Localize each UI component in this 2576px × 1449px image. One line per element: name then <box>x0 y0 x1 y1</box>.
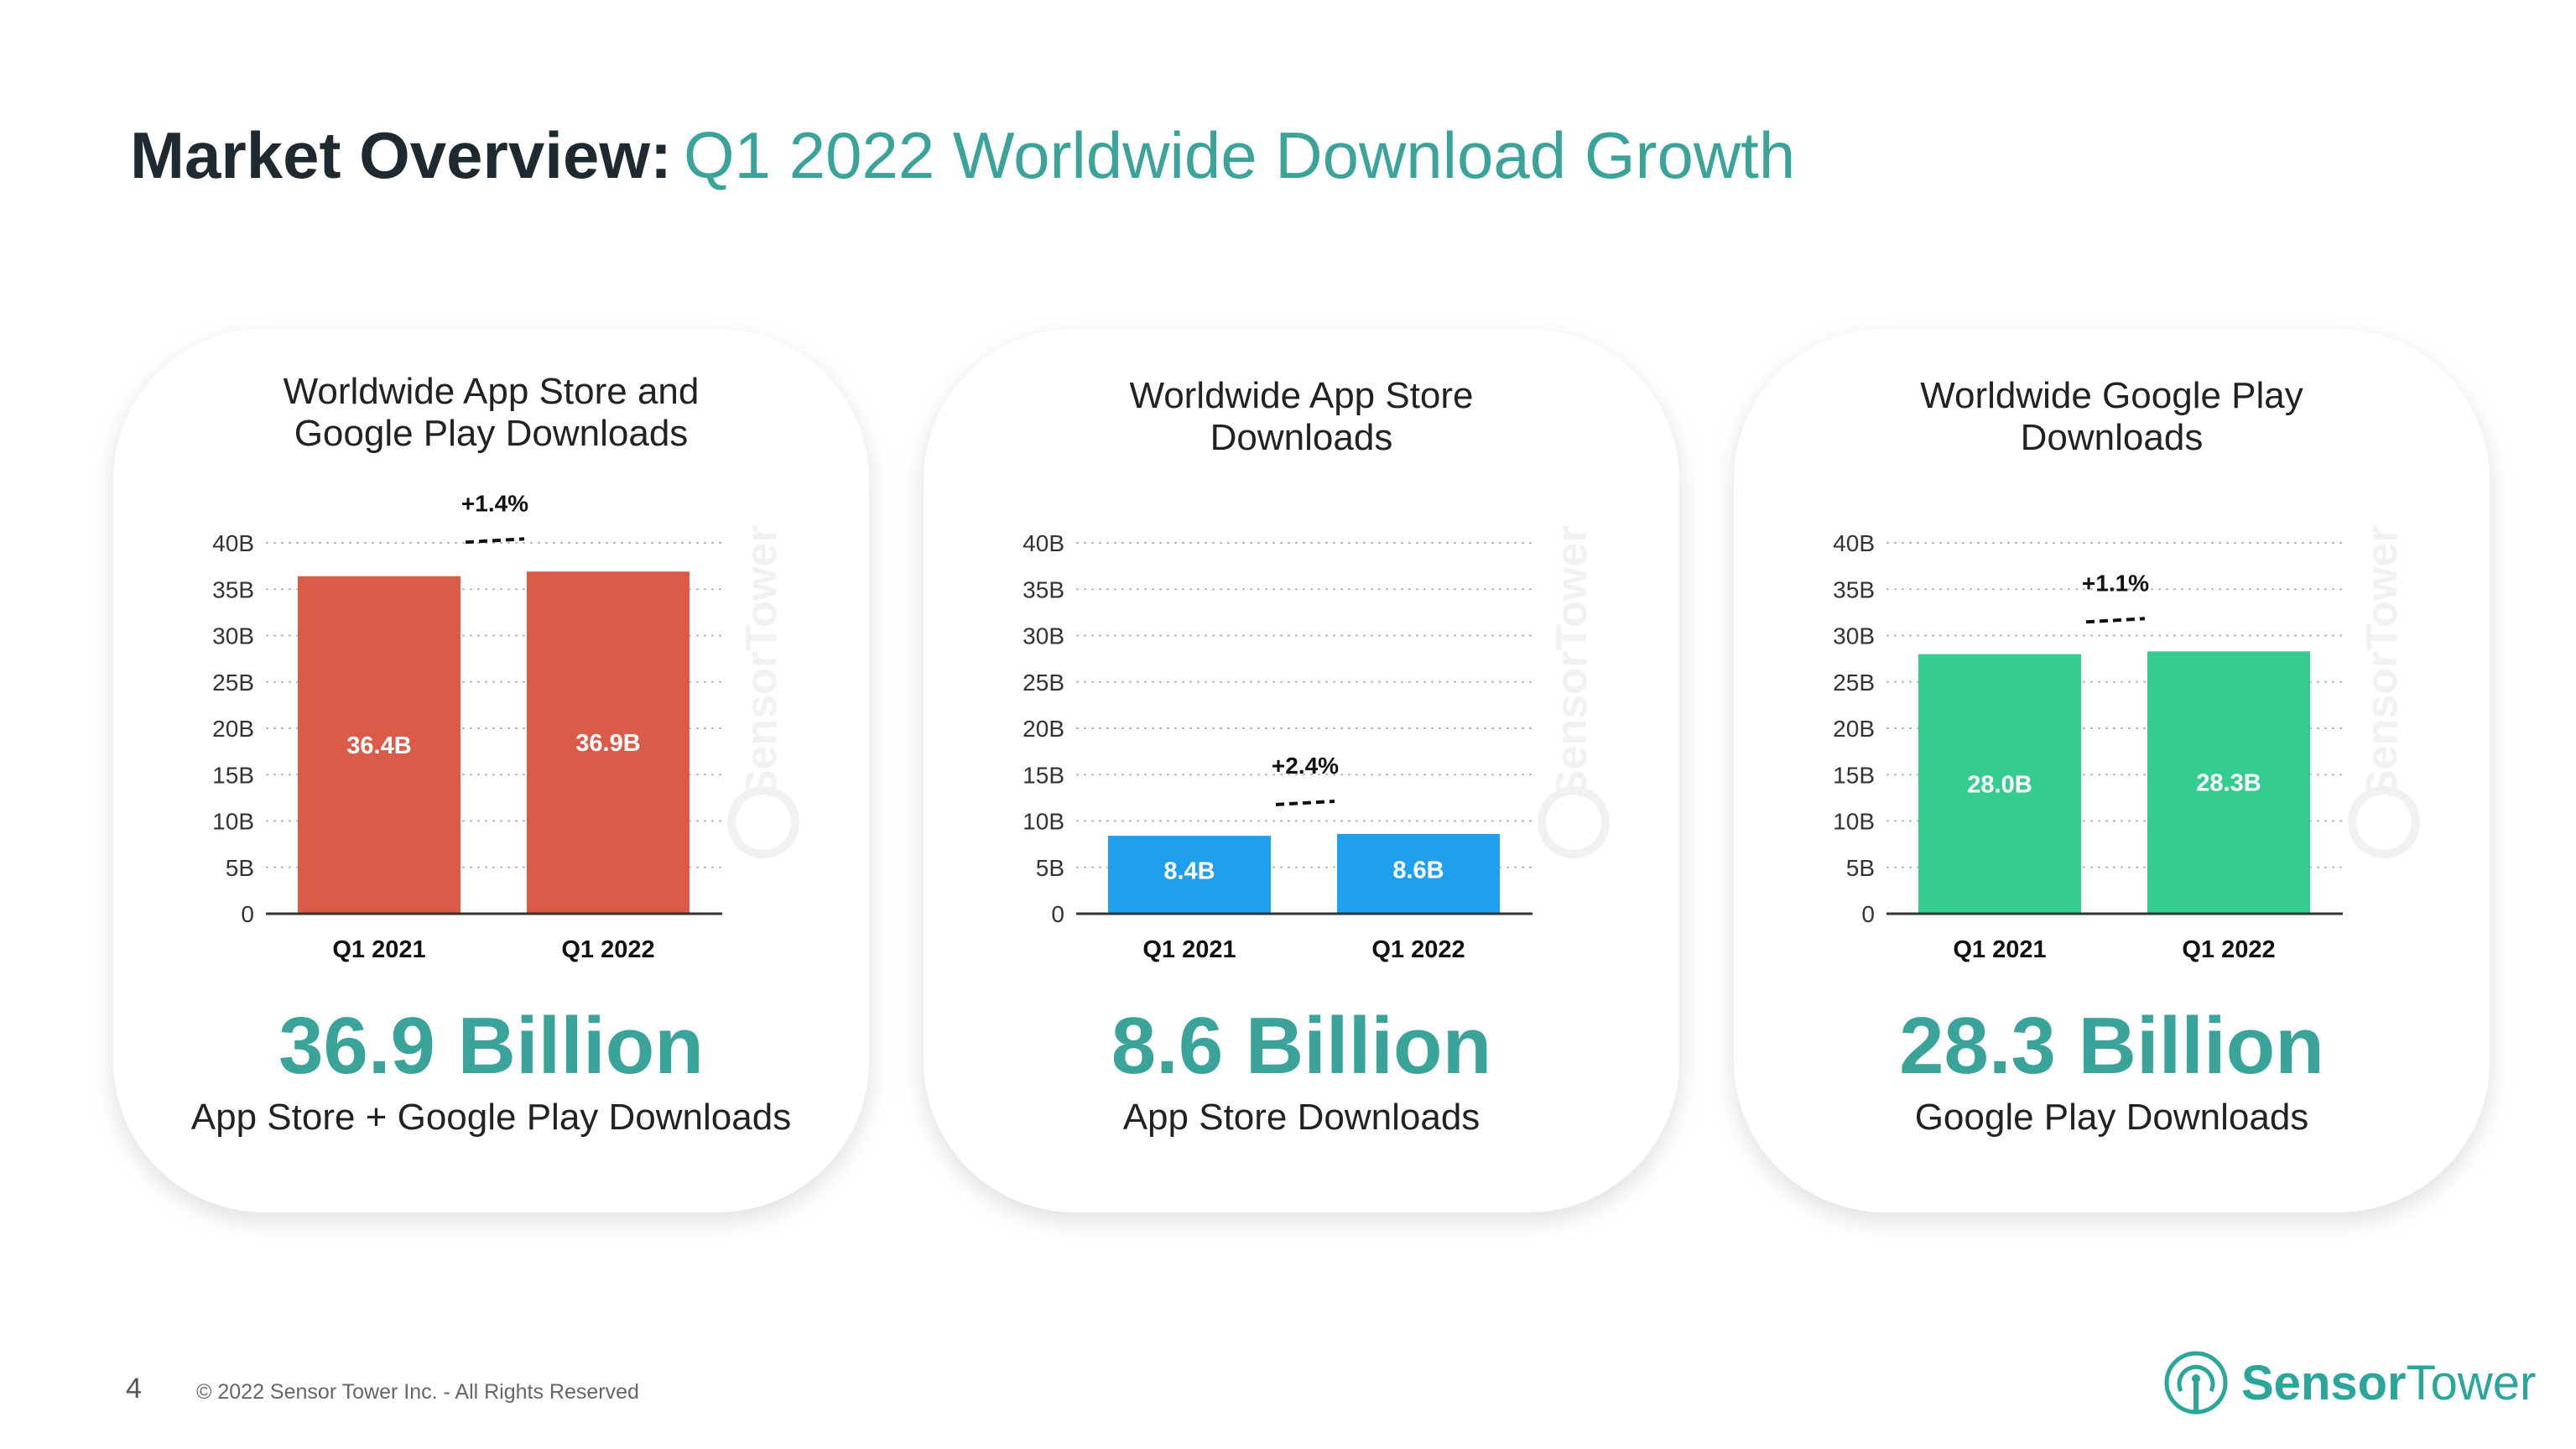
watermark-logo-icon <box>1538 786 1610 858</box>
sensor-tower-logo-icon <box>2164 1351 2228 1415</box>
y-tick-label: 40B <box>1023 530 1064 556</box>
y-tick-label: 15B <box>1833 762 1875 788</box>
x-tick-label: Q1 2021 <box>1953 936 2046 963</box>
y-tick-label: 20B <box>212 716 254 742</box>
bar <box>527 571 690 914</box>
y-tick-label: 40B <box>212 530 254 556</box>
y-tick-label: 20B <box>1833 716 1875 742</box>
card-title-line: Downloads <box>2020 417 2204 458</box>
growth-label: +1.4% <box>461 490 528 516</box>
watermark-text: SensorTower <box>737 525 786 799</box>
y-tick-label: 30B <box>1833 623 1875 649</box>
page-number: 4 <box>126 1373 142 1405</box>
x-tick-label: Q1 2021 <box>332 936 425 963</box>
bar-data-label: 36.9B <box>575 730 640 757</box>
big-number: 28.3 Billion <box>1899 1001 2324 1091</box>
y-tick-label: 0 <box>1861 901 1875 927</box>
y-tick-label: 35B <box>1833 576 1875 602</box>
y-tick-label: 40B <box>1833 530 1875 556</box>
card-title: Worldwide Google Play Downloads <box>1734 375 2490 459</box>
big-number: 36.9 Billion <box>278 1001 704 1091</box>
card-title-line: Worldwide App Store <box>1129 375 1474 416</box>
x-tick-label: Q1 2022 <box>2182 936 2275 963</box>
y-tick-label: 25B <box>212 670 254 696</box>
y-tick-label: 25B <box>1023 670 1064 696</box>
title-bold: Market Overview: <box>130 118 672 192</box>
y-tick-label: 25B <box>1833 670 1875 696</box>
card-google-play-downloads: Worldwide Google Play Downloads SensorTow… <box>1734 329 2490 1212</box>
y-tick-label: 0 <box>241 901 254 927</box>
logo-text-bold: Sensor <box>2241 1355 2407 1410</box>
logo-text: SensorTower <box>2241 1355 2536 1411</box>
y-tick-label: 15B <box>212 762 254 788</box>
growth-dashed-line <box>2085 617 2146 624</box>
y-tick-label: 20B <box>1023 716 1064 742</box>
y-tick-label: 30B <box>212 623 254 649</box>
card-app-store-downloads: Worldwide App Store Downloads SensorTower… <box>924 329 1679 1212</box>
growth-dashed-line <box>1275 799 1335 806</box>
bar-data-label: 8.4B <box>1163 858 1215 885</box>
big-number: 8.6 Billion <box>1111 1001 1492 1091</box>
x-tick-label: Q1 2022 <box>1371 936 1465 963</box>
y-tick-label: 10B <box>1023 809 1064 835</box>
card-title-line: Worldwide Google Play <box>1920 375 2303 416</box>
bar-data-label: 36.4B <box>346 732 411 759</box>
x-tick-label: Q1 2022 <box>561 936 654 963</box>
y-tick-label: 5B <box>1036 855 1064 881</box>
y-tick-label: 35B <box>212 576 254 602</box>
bar <box>1337 833 1500 914</box>
watermark-text: SensorTower <box>1548 525 1596 799</box>
y-tick-label: 10B <box>212 809 254 835</box>
bar-chart-total: SensorTower 0 5B 10B 15B 20B 25B 30B 35B 40B 36.4B… <box>212 490 799 963</box>
y-tick-label: 35B <box>1023 576 1064 602</box>
y-tick-label: 5B <box>1846 855 1875 881</box>
page-title: Market Overview: Q1 2022 Worldwide Downlo… <box>130 117 1795 194</box>
card-title-line: Worldwide App Store and <box>283 371 700 412</box>
bar <box>1108 836 1271 914</box>
bar-chart-google-play: SensorTower 0 5B 10B 15B 20B 25B 30B 35B 40B 28.0B… <box>1833 525 2420 963</box>
y-tick-label: 0 <box>1051 901 1064 927</box>
card-title-line: Downloads <box>1210 417 1393 458</box>
card-subtitle: App Store Downloads <box>1122 1097 1481 1138</box>
growth-dashed-line <box>465 537 525 545</box>
y-tick-label: 30B <box>1023 623 1064 649</box>
card-total-downloads: Worldwide App Store and Google Play Downl… <box>113 329 869 1212</box>
x-tick-label: Q1 2021 <box>1142 936 1236 963</box>
bar <box>2147 651 2310 914</box>
growth-label: +1.1% <box>2082 570 2149 596</box>
sensor-tower-logo: SensorTower <box>2162 1349 2536 1416</box>
copyright: © 2022 Sensor Tower Inc. - All Rights Re… <box>196 1380 639 1404</box>
bar-data-label: 28.3B <box>2196 770 2261 797</box>
card-subtitle: Google Play Downloads <box>1914 1097 2309 1138</box>
card-title-line: Google Play Downloads <box>294 413 689 454</box>
title-light: Q1 2022 Worldwide Download Growth <box>683 118 1796 192</box>
bar-chart-app-store: SensorTower 0 5B 10B 15B 20B 25B 30B 35B 40B 8.4B Q… <box>1023 525 1610 963</box>
watermark-logo-icon <box>727 786 799 858</box>
card-subtitle: App Store + Google Play Downloads <box>190 1097 792 1138</box>
bar-data-label: 28.0B <box>1967 771 2032 798</box>
logo-text-light: Tower <box>2406 1355 2537 1410</box>
watermark-logo-icon <box>2348 786 2420 858</box>
bar <box>298 576 461 914</box>
watermark-text: SensorTower <box>2358 525 2407 799</box>
bar <box>1918 654 2081 914</box>
card-title: Worldwide App Store and Google Play Downl… <box>113 371 869 455</box>
y-tick-label: 10B <box>1833 809 1875 835</box>
bar-data-label: 8.6B <box>1392 857 1444 883</box>
y-tick-label: 15B <box>1023 762 1064 788</box>
card-title: Worldwide App Store Downloads <box>924 375 1679 459</box>
y-tick-label: 5B <box>226 855 254 881</box>
growth-label: +2.4% <box>1272 753 1339 779</box>
